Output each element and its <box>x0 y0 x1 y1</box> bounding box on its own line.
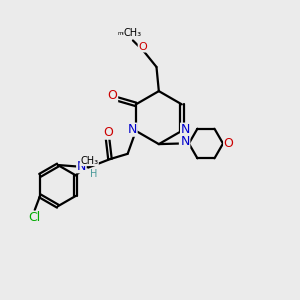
Text: O: O <box>138 42 147 52</box>
Text: N: N <box>181 123 190 136</box>
Text: Cl: Cl <box>28 211 40 224</box>
Text: methoxy: methoxy <box>117 32 142 37</box>
Text: N: N <box>179 135 189 148</box>
Text: O: O <box>224 137 234 150</box>
Text: O: O <box>108 89 118 102</box>
Text: N: N <box>180 135 190 148</box>
Text: N: N <box>128 123 137 136</box>
Text: CH₃: CH₃ <box>124 28 142 38</box>
Text: CH₃: CH₃ <box>80 156 98 166</box>
Text: N: N <box>77 160 86 173</box>
Text: H: H <box>90 169 97 179</box>
Text: O: O <box>103 126 113 139</box>
